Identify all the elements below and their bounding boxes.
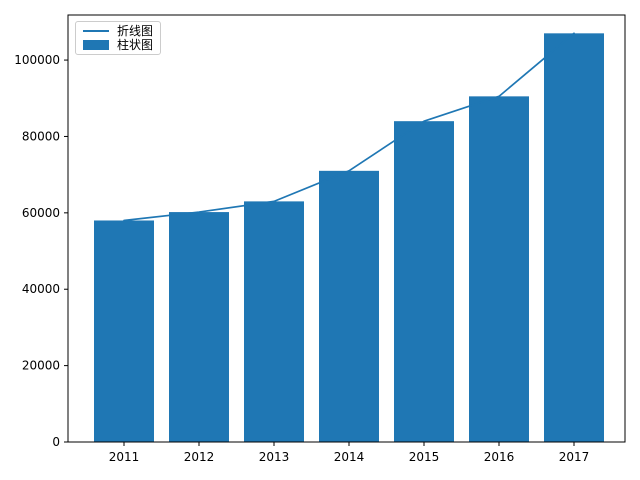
line-swatch-icon <box>83 30 109 32</box>
bar-2015 <box>394 121 454 443</box>
bar-2011 <box>94 220 154 442</box>
bar-2016 <box>469 96 529 443</box>
y-axis: 0 20000 40000 60000 80000 100000 <box>14 53 68 449</box>
x-axis: 2011 2012 2013 2014 2015 2016 2017 <box>109 442 590 464</box>
x-tick-label: 2017 <box>559 450 590 464</box>
bar-2017 <box>544 33 604 443</box>
y-tick-label: 20000 <box>22 359 60 373</box>
bar-swatch-icon <box>83 40 109 50</box>
bar-2014 <box>319 170 379 443</box>
bar-2012 <box>169 212 229 442</box>
line-series <box>123 32 575 222</box>
x-tick-label: 2013 <box>259 450 290 464</box>
bar-2013 <box>244 201 304 442</box>
legend-item-bar: 柱状图 <box>82 38 154 52</box>
legend: 折线图 柱状图 <box>75 21 161 55</box>
y-tick-label: 0 <box>52 435 60 449</box>
y-tick-label: 40000 <box>22 282 60 296</box>
y-tick-label: 100000 <box>14 53 60 67</box>
bar-series <box>94 33 604 443</box>
x-tick-label: 2012 <box>184 450 215 464</box>
x-tick-label: 2015 <box>409 450 440 464</box>
x-tick-label: 2014 <box>334 450 365 464</box>
y-tick-label: 60000 <box>22 206 60 220</box>
legend-label-line: 折线图 <box>117 24 154 38</box>
y-tick-label: 80000 <box>22 129 60 143</box>
legend-item-line: 折线图 <box>82 24 154 38</box>
x-tick-label: 2011 <box>109 450 140 464</box>
axes-spines <box>67 14 626 443</box>
legend-label-bar: 柱状图 <box>117 38 154 52</box>
x-tick-label: 2016 <box>484 450 515 464</box>
